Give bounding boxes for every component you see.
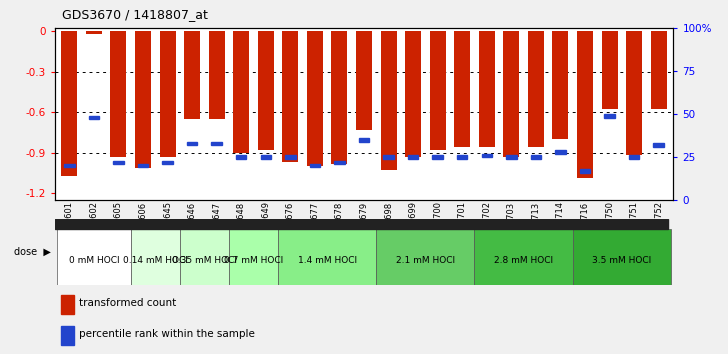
Bar	[261, 155, 271, 159]
Bar	[506, 155, 517, 159]
Bar	[307, 31, 323, 166]
Bar	[61, 295, 74, 314]
Text: percentile rank within the sample: percentile rank within the sample	[79, 330, 256, 339]
Bar	[601, 31, 617, 109]
Bar	[135, 31, 151, 167]
Bar	[278, 229, 376, 285]
Bar	[376, 229, 475, 285]
Bar	[61, 326, 74, 345]
Bar	[528, 31, 544, 147]
Bar	[482, 154, 492, 157]
Text: 2.1 mM HOCl: 2.1 mM HOCl	[396, 256, 455, 264]
Bar	[229, 229, 278, 285]
Text: 0.14 mM HOCl: 0.14 mM HOCl	[123, 256, 188, 264]
Text: 1.4 mM HOCl: 1.4 mM HOCl	[298, 256, 357, 264]
Bar	[430, 31, 446, 150]
Bar	[159, 31, 175, 157]
Bar	[209, 31, 225, 119]
Bar	[233, 31, 249, 153]
Bar	[57, 229, 131, 285]
Bar	[457, 155, 467, 159]
Bar	[503, 31, 519, 157]
Bar	[86, 31, 102, 34]
Bar	[432, 155, 443, 159]
Bar	[555, 150, 566, 154]
Text: 0.35 mM HOCl: 0.35 mM HOCl	[172, 256, 237, 264]
Bar	[531, 155, 541, 159]
Bar	[187, 142, 197, 145]
Bar	[356, 31, 372, 130]
Bar	[61, 31, 77, 176]
Bar	[285, 155, 296, 159]
Bar	[405, 31, 421, 157]
Bar	[553, 31, 569, 139]
Bar	[359, 138, 369, 142]
Bar	[89, 116, 99, 119]
Bar	[55, 219, 668, 229]
Bar	[384, 155, 394, 159]
Bar	[479, 31, 495, 147]
Bar	[258, 31, 274, 150]
Bar	[629, 155, 639, 159]
Text: dose  ▶: dose ▶	[14, 247, 51, 257]
Bar	[309, 164, 320, 167]
Bar	[282, 31, 298, 162]
Bar	[579, 169, 590, 172]
Bar	[604, 114, 614, 118]
Text: transformed count: transformed count	[79, 298, 177, 308]
Bar	[626, 31, 642, 155]
Bar	[577, 31, 593, 178]
Bar	[454, 31, 470, 147]
Bar	[138, 164, 149, 167]
Bar	[475, 229, 573, 285]
Bar	[573, 229, 671, 285]
Bar	[114, 161, 124, 164]
Bar	[331, 31, 347, 164]
Bar	[651, 31, 667, 109]
Bar	[654, 143, 664, 147]
Bar	[211, 142, 222, 145]
Bar	[408, 155, 419, 159]
Bar	[64, 164, 74, 167]
Bar	[131, 229, 180, 285]
Bar	[334, 161, 344, 164]
Bar	[111, 31, 127, 157]
Bar	[162, 161, 173, 164]
Text: 0 mM HOCl: 0 mM HOCl	[68, 256, 119, 264]
Bar	[180, 229, 229, 285]
Bar	[381, 31, 397, 170]
Text: GDS3670 / 1418807_at: GDS3670 / 1418807_at	[62, 8, 207, 21]
Bar	[184, 31, 200, 119]
Text: 3.5 mM HOCl: 3.5 mM HOCl	[592, 256, 652, 264]
Text: 0.7 mM HOCl: 0.7 mM HOCl	[224, 256, 283, 264]
Text: 2.8 mM HOCl: 2.8 mM HOCl	[494, 256, 553, 264]
Bar	[236, 155, 246, 159]
